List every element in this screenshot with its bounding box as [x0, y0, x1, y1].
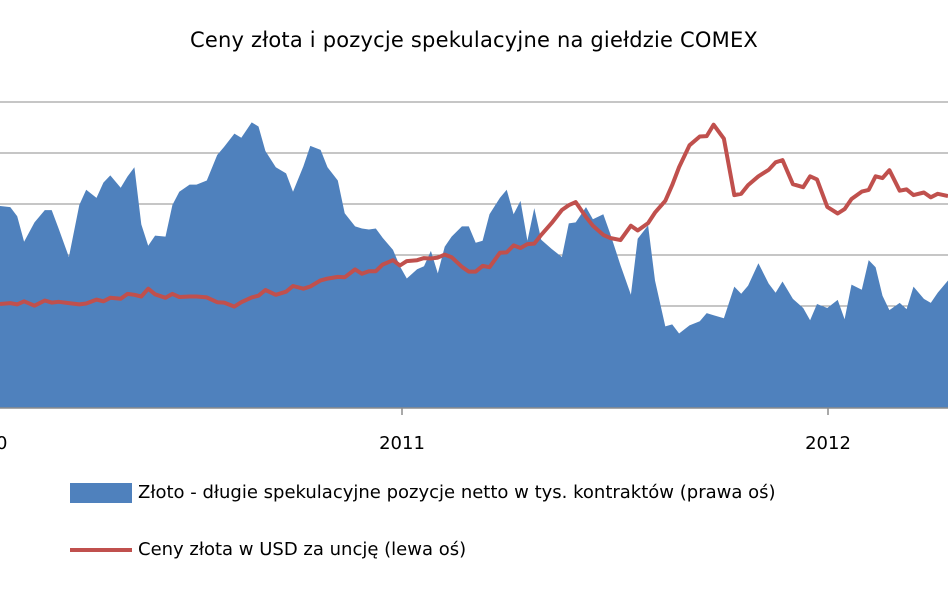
x-ticks: 0 2011 2012 [0, 408, 851, 454]
x-tick-label: 2011 [379, 433, 425, 454]
speculative-positions-area [0, 122, 948, 409]
legend-label-area: Złoto - długie spekulacyjne pozycje nett… [138, 482, 776, 503]
legend-item-area: Złoto - długie spekulacyjne pozycje nett… [70, 482, 776, 503]
legend-swatch-area [70, 482, 132, 503]
x-tick-label: 2012 [805, 433, 851, 454]
legend-label-line: Ceny złota w USD za uncję (lewa oś) [138, 539, 467, 560]
chart-title: Ceny złota i pozycje spekulacyjne na gie… [189, 28, 758, 52]
legend-swatch-line [70, 547, 132, 552]
legend-item-line: Ceny złota w USD za uncję (lewa oś) [70, 539, 466, 560]
gold-price-line [0, 122, 948, 309]
x-tick-label: 0 [0, 433, 7, 454]
